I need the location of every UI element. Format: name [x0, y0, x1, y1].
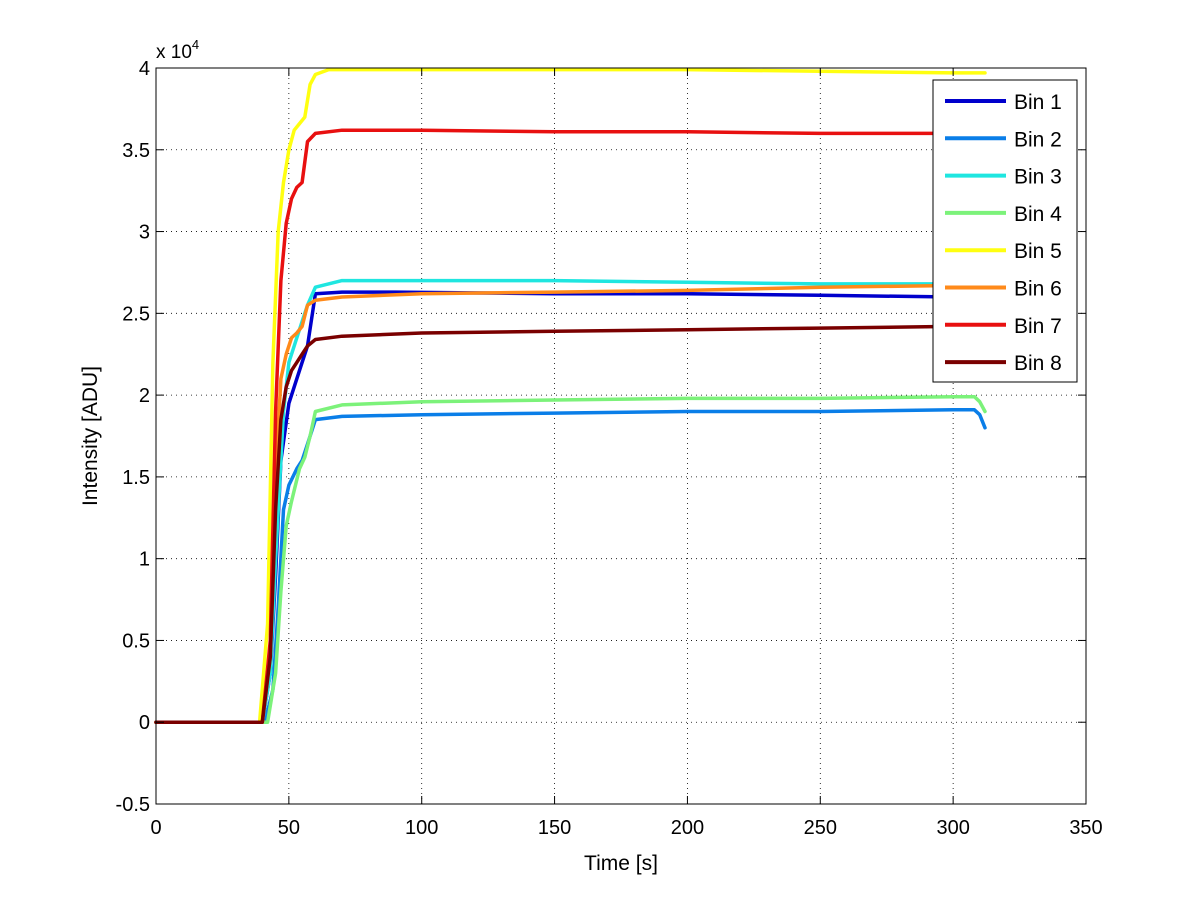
legend-label-bin-7: Bin 7: [1014, 315, 1062, 338]
y-tick-label: 1: [139, 549, 150, 571]
legend-label-bin-8: Bin 8: [1014, 352, 1062, 375]
series-line-bin-7: [154, 128, 982, 724]
legend-label-bin-1: Bin 1: [1014, 91, 1062, 114]
legend-label-bin-4: Bin 4: [1014, 203, 1062, 226]
legend-label-bin-2: Bin 2: [1014, 128, 1062, 151]
x-tick-label: 250: [804, 817, 837, 839]
series-line-bin-4: [154, 394, 987, 724]
y-multiplier: x 104: [156, 37, 199, 63]
x-tick-label: 0: [150, 817, 161, 839]
x-tick-label: 50: [278, 817, 300, 839]
y-axis-title: Intensity [ADU]: [79, 366, 102, 506]
legend-label-bin-5: Bin 5: [1014, 240, 1062, 263]
legend: Bin 1 Bin 2 Bin 3 Bin 4 Bin 5 Bin 6 Bin 7 Bin 8: [932, 79, 1078, 383]
axis-ticks: 0 50 100 150 200 250 300 350-0.500.511.522.533.…: [116, 58, 1103, 839]
series-line-bin-8: [154, 324, 982, 724]
y-tick-label: 2: [139, 385, 150, 407]
y-tick-label: 0: [139, 712, 150, 734]
legend-label-bin-6: Bin 6: [1014, 278, 1062, 301]
y-tick-label: 1.5: [122, 467, 150, 489]
grid: [156, 68, 1086, 804]
x-axis-title: Time [s]: [584, 852, 658, 875]
x-tick-label: 350: [1069, 817, 1102, 839]
legend-label-bin-3: Bin 3: [1014, 166, 1062, 189]
y-tick-label: 3.5: [122, 140, 150, 162]
y-tick-label: 4: [139, 58, 150, 80]
y-tick-label: -0.5: [116, 794, 150, 816]
x-tick-label: 100: [405, 817, 438, 839]
x-tick-label: 300: [936, 817, 969, 839]
x-tick-label: 150: [538, 817, 571, 839]
x-tick-label: 200: [671, 817, 704, 839]
y-tick-label: 2.5: [122, 303, 150, 325]
series-layer: [154, 67, 987, 724]
y-tick-label: 0.5: [122, 630, 150, 652]
plot-frame: [155, 67, 1087, 805]
legend-box: [932, 79, 1078, 383]
y-tick-label: 3: [139, 222, 150, 244]
